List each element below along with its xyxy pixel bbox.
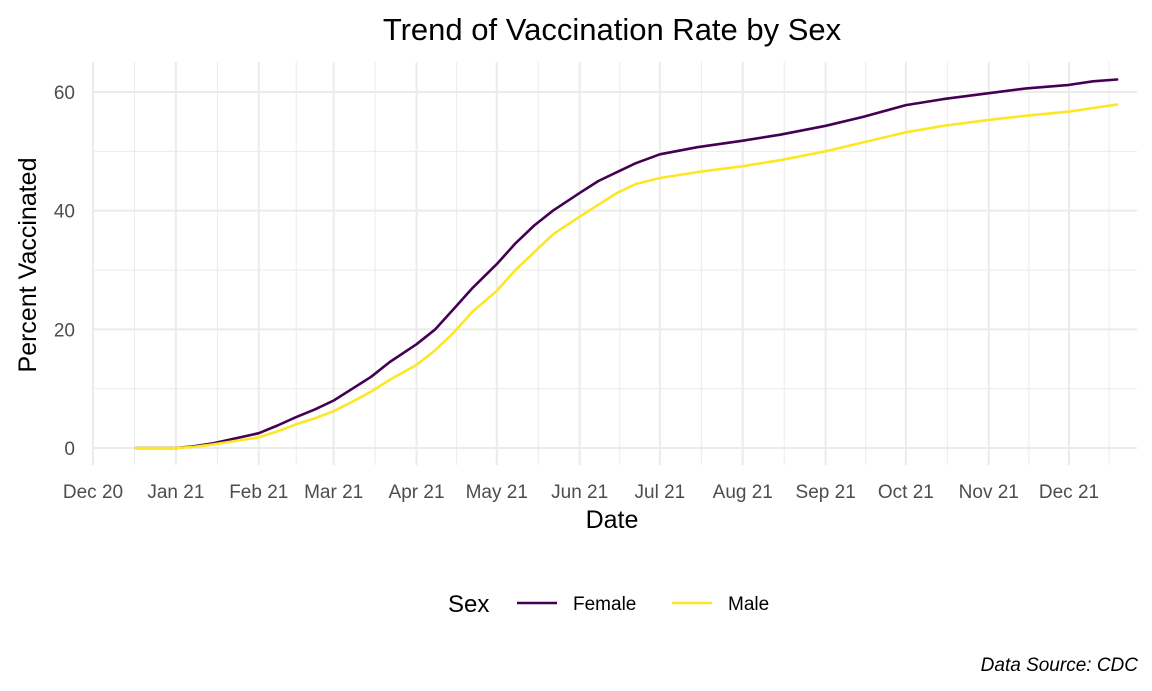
x-tick-label: Feb 21 [229, 482, 288, 503]
data-source-caption: Data Source: CDC [981, 655, 1139, 676]
major-gridlines [92, 62, 1137, 465]
x-tick-label: Nov 21 [959, 482, 1019, 503]
x-tick-label: Jan 21 [147, 482, 204, 503]
y-axis-title: Percent Vaccinated [14, 158, 42, 373]
series-line-female [134, 78, 1119, 450]
legend: Sex Female Male [448, 591, 769, 618]
y-axis-tick-labels: 0 20 40 60 [54, 83, 75, 460]
chart-title: Trend of Vaccination Rate by Sex [383, 12, 842, 47]
legend-label-male: Male [728, 594, 769, 615]
y-tick-label: 20 [54, 320, 75, 341]
x-tick-label: Dec 20 [63, 482, 123, 503]
legend-title: Sex [448, 591, 489, 618]
x-tick-label: Oct 21 [878, 482, 934, 503]
x-axis-tick-labels: Dec 20 Jan 21 Feb 21 Mar 21 Apr 21 May 21 Jun … [63, 482, 1099, 503]
y-tick-label: 0 [64, 439, 75, 460]
x-tick-label: Jul 21 [635, 482, 686, 503]
x-tick-label: Jun 21 [551, 482, 608, 503]
y-tick-label: 60 [54, 83, 75, 104]
y-tick-label: 40 [54, 202, 75, 223]
series-line-male [134, 103, 1119, 450]
x-tick-label: Mar 21 [304, 482, 363, 503]
x-tick-label: Aug 21 [713, 482, 773, 503]
x-axis-title: Date [586, 506, 639, 534]
x-tick-label: Dec 21 [1039, 482, 1099, 503]
series-lines [134, 78, 1119, 450]
x-tick-label: May 21 [466, 482, 528, 503]
minor-gridlines [93, 62, 1137, 465]
x-tick-label: Apr 21 [389, 482, 445, 503]
x-tick-label: Sep 21 [796, 482, 856, 503]
legend-label-female: Female [573, 594, 636, 615]
